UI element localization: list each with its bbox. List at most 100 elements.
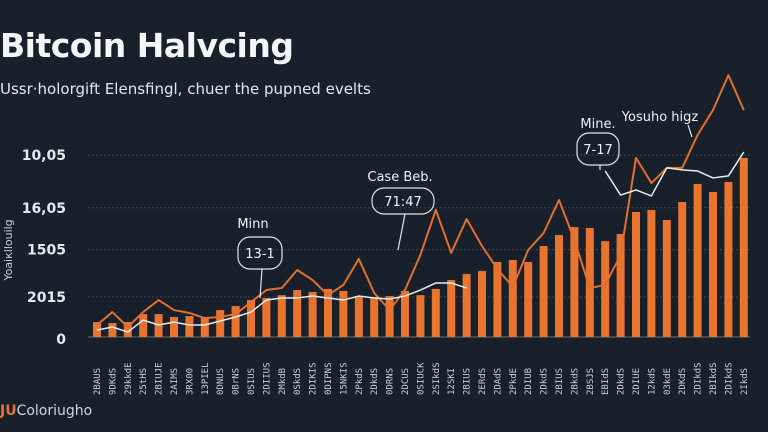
bar	[616, 233, 625, 337]
annotation-title: Case Beb.	[367, 170, 432, 185]
bar	[216, 310, 225, 337]
annotation-pointer	[397, 213, 406, 251]
x-tick-label: 2MkdB	[278, 368, 288, 395]
price-line-white	[96, 282, 467, 333]
x-tick-label: 2BIUS	[555, 368, 565, 395]
bar	[570, 227, 579, 337]
x-tick-label: 2DkdS	[540, 368, 550, 395]
footer-brand: JUColoriugho	[0, 403, 92, 419]
x-tick-label: 2DAdS	[493, 368, 503, 395]
x-tick-label: 2SIkdS	[432, 362, 442, 395]
footer-logo: JU	[0, 403, 17, 419]
annotation-bubble	[576, 132, 620, 166]
x-tick-label: 0DRNS	[386, 368, 396, 395]
annotation-callout: Case Beb. 71:47	[367, 170, 435, 251]
bar	[585, 227, 594, 337]
y-tick-label: 0	[56, 332, 66, 348]
x-tick-label: 0SIUS	[247, 368, 257, 395]
bar	[724, 181, 733, 337]
annotation-callout: Minn 13-1	[237, 217, 283, 299]
annotation-value: 7-17	[583, 143, 613, 158]
x-tick-label: 2DkdS	[370, 368, 380, 395]
x-tick-label: 0DIPNS	[324, 362, 334, 395]
bar	[478, 270, 486, 337]
x-tick-label: 0SkdS	[293, 368, 303, 395]
x-tick-label: 03kdE	[663, 368, 673, 395]
bar	[493, 262, 502, 337]
x-tick-label: 2DKdS	[678, 368, 688, 395]
x-tick-label: 2PkdE	[509, 368, 519, 395]
bar	[693, 183, 702, 337]
price-line-white-2	[604, 151, 745, 197]
bar	[308, 292, 317, 337]
x-tick-label: 2ERdS	[478, 368, 488, 395]
x-tick-label: 2DCUS	[401, 368, 411, 395]
y-axis-label: Yoaiкllouilg	[2, 219, 15, 281]
x-tick-label: 2IkdS	[740, 368, 750, 395]
x-tick-label: 2BAUS	[93, 368, 103, 395]
x-tick-label: 12kdS	[647, 368, 657, 395]
chart-subtitle: Ussr·holorgift Elensfingl, chuer the pup…	[0, 80, 371, 98]
x-tick-label: 13PIEL	[201, 362, 211, 395]
x-tick-label: 2DIkdS	[724, 362, 734, 395]
x-tick-label: 0DNUS	[216, 368, 226, 395]
bar	[262, 298, 271, 337]
annotation-pointer	[259, 268, 263, 299]
bar	[354, 296, 363, 337]
bar	[324, 288, 332, 337]
x-tick-label: 2AIMS	[170, 368, 180, 395]
bar	[339, 290, 348, 337]
x-tick-label: EBIdS	[601, 368, 611, 395]
bar	[447, 280, 456, 337]
x-tick-label: 2BSJS	[586, 368, 596, 395]
annotation-bubble	[371, 187, 435, 215]
annotation-bubble	[237, 236, 283, 270]
annotation-value: 71:47	[384, 195, 421, 210]
y-tick-label: 16,05	[22, 201, 66, 217]
bar	[108, 322, 117, 337]
x-tick-label: 2BIkdS	[709, 362, 719, 395]
bar	[601, 241, 610, 337]
annotation-title: Mine.	[580, 117, 615, 132]
annotation-callout: Mine. 7-17	[576, 117, 620, 170]
y-tick-label: 2015	[27, 290, 66, 306]
x-tick-label: 3RX00	[185, 368, 195, 395]
footer-text: Coloriugho	[16, 403, 93, 419]
bar	[462, 274, 471, 337]
y-tick-label: 10,05	[22, 148, 66, 164]
bar	[123, 322, 132, 337]
bar	[539, 246, 548, 337]
bar	[524, 262, 533, 337]
annotation-title: Yosuho higz	[621, 110, 699, 125]
x-tick-label: 2DIUE	[632, 368, 642, 395]
chart-title: Bitcoin Halvcing	[0, 26, 294, 65]
bar	[555, 235, 563, 337]
x-tick-label: 2PkdS	[355, 368, 365, 395]
bar	[277, 295, 286, 337]
x-tick-label: 2DkdS	[617, 368, 627, 395]
x-tick-label: 2DIUB	[524, 368, 534, 395]
x-tick-label: 15NKIS	[339, 362, 349, 395]
annotation-callout: Yosuho higz	[621, 110, 699, 138]
x-tick-label: 9DKdS	[108, 368, 118, 395]
bar	[200, 316, 209, 337]
bar	[739, 157, 748, 337]
bar	[416, 295, 425, 337]
bar	[385, 296, 394, 337]
bar	[231, 306, 240, 337]
annotation-pointer	[687, 124, 693, 138]
bar	[170, 316, 178, 337]
bar	[293, 290, 302, 337]
bar	[247, 300, 255, 337]
bar	[139, 314, 148, 337]
x-tick-label: 2DIKIS	[309, 362, 319, 395]
bar	[401, 290, 409, 337]
bar	[508, 260, 517, 337]
bar	[709, 191, 717, 337]
bar	[185, 316, 194, 337]
x-tick-label: 0BrNS	[232, 368, 242, 395]
x-tick-label: 29kkdE	[124, 362, 134, 395]
y-tick-label: 1505	[27, 243, 66, 259]
